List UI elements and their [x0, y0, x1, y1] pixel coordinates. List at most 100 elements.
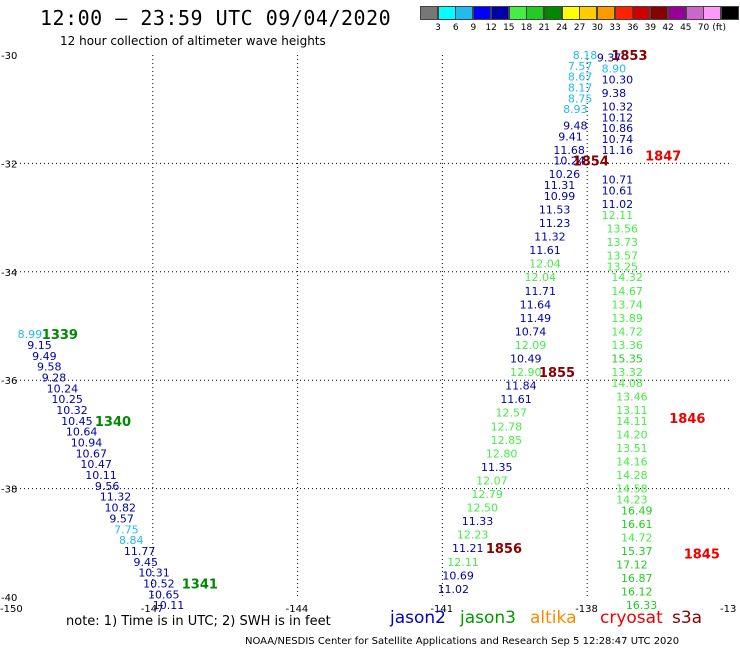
wave-height-value: 14.20: [616, 428, 648, 441]
scale-swatch: [650, 6, 669, 20]
wave-height-value: 11.61: [500, 393, 532, 406]
wave-height-value: 12.11: [602, 209, 634, 222]
wave-height-value: 9.41: [558, 130, 583, 143]
wave-height-value: 11.49: [520, 312, 552, 325]
wave-height-value: 11.32: [100, 491, 132, 504]
x-tick-label: -150: [0, 604, 23, 615]
wave-height-value: 14.16: [616, 456, 648, 469]
wave-height-value: 12.23: [457, 529, 489, 542]
wave-height-value: 10.52: [143, 577, 175, 590]
wave-height-value: 8.93: [563, 103, 588, 116]
y-tick-label: -40: [1, 593, 17, 604]
footer-credit: NOAA/NESDIS Center for Satellite Applica…: [245, 636, 680, 647]
wave-height-value: 8.99: [18, 328, 43, 341]
wave-height-value: 16.33: [626, 599, 658, 612]
wave-height-value: 14.23: [616, 493, 648, 506]
scale-swatch: [561, 6, 580, 20]
wave-height-value: 10.47: [80, 458, 112, 471]
units-note: note: 1) Time is in UTC; 2) SWH is in fe…: [66, 614, 331, 629]
pass-number-label: 1856: [486, 542, 522, 557]
wave-height-value: 8.18: [573, 49, 598, 62]
wave-height-value: 9.28: [42, 371, 67, 384]
wave-height-value: 13.73: [607, 236, 639, 249]
wave-height-value: 9.37: [597, 52, 622, 65]
scale-swatch: [473, 6, 492, 20]
wave-height-value: 12.07: [476, 474, 508, 487]
scale-label: 6: [452, 23, 459, 33]
chart-title: 12:00 – 23:59 UTC 09/04/2020: [40, 6, 392, 30]
wave-height-value: 14.58: [616, 483, 648, 496]
pass-number-label: 1339: [42, 328, 78, 343]
wave-height-value: 13.11: [616, 404, 648, 417]
scale-label: 15: [503, 23, 515, 33]
scale-label: 24: [556, 23, 568, 33]
wave-height-value: 11.16: [602, 144, 634, 157]
wave-height-value: 9.57: [109, 512, 134, 525]
satellite-legend-item: altika: [530, 608, 577, 628]
wave-height-value: 10.25: [51, 393, 83, 406]
wave-height-value: 11.64: [520, 298, 552, 311]
scale-label: 70: [697, 23, 710, 33]
wave-height-value: 8.84: [119, 534, 144, 547]
satellite-legend-item: cryosat: [600, 608, 663, 628]
wave-height-value: 7.75: [114, 523, 139, 536]
y-tick-label: -32: [1, 159, 17, 170]
wave-height-value: 11.71: [524, 285, 556, 298]
scale-swatch: [614, 6, 633, 20]
wave-height-value: 10.32: [56, 404, 87, 417]
wave-height-value: 10.49: [510, 353, 542, 366]
wave-height-value: 12.90: [510, 366, 542, 379]
wave-height-value: 12.79: [471, 488, 503, 501]
wave-height-value: 14.32: [611, 271, 643, 284]
wave-height-value: 13.36: [611, 339, 643, 352]
wave-height-value: 17.12: [616, 558, 648, 571]
wave-height-value: 10.24: [553, 155, 585, 168]
scale-label: 42: [662, 23, 674, 33]
wave-height-value: 11.84: [505, 380, 537, 393]
wave-height-value: 11.32: [534, 231, 566, 244]
wave-height-value: 10.11: [153, 599, 185, 612]
wave-height-value: 10.45: [61, 415, 93, 428]
wave-height-value: 14.72: [621, 531, 653, 544]
pass-number-label: 1845: [684, 548, 720, 563]
wave-height-value: 13.74: [611, 298, 643, 311]
wave-height-value: 10.99: [544, 190, 576, 203]
wave-height-value: 8.17: [568, 82, 593, 95]
pass-number-label: 1340: [95, 415, 131, 430]
x-tick-label: -138: [575, 604, 598, 615]
wave-height-value: 12.57: [495, 407, 527, 420]
wave-height-value: 12.09: [515, 339, 547, 352]
wave-height-value: 13.89: [611, 312, 643, 325]
scale-swatch: [543, 6, 562, 20]
wave-height-value: 10.82: [105, 502, 136, 515]
wave-height-value: 10.26: [549, 168, 581, 181]
wave-height-value: 10.31: [138, 567, 170, 580]
wave-height-value: 8.75: [568, 92, 593, 105]
wave-height-value: 13.56: [607, 222, 639, 235]
wave-height-value: 11.53: [539, 203, 571, 216]
scale-label: 36: [626, 23, 639, 33]
wave-height-value: 10.71: [602, 174, 634, 187]
wave-height-value: 13.46: [616, 390, 648, 403]
scale-label: 45: [680, 23, 692, 33]
y-tick-label: -30: [1, 51, 17, 62]
wave-height-value: 13.32: [611, 366, 643, 379]
wave-height-value: 12.50: [467, 502, 499, 515]
wave-height-value: 10.65: [148, 588, 180, 601]
wave-height-value: 12.04: [524, 271, 556, 284]
pass-number-label: 1855: [539, 366, 575, 381]
wave-height-value: 12.11: [447, 556, 479, 569]
scale-swatch: [597, 6, 615, 20]
wave-height-value: 10.32: [602, 100, 634, 113]
wave-height-value: 13.51: [616, 442, 648, 455]
scale-swatch: [437, 6, 456, 20]
pass-number-label: 1341: [182, 577, 218, 592]
pass-number-label: 1854: [573, 155, 609, 170]
scale-swatch: [526, 6, 545, 20]
wave-height-value: 9.49: [32, 350, 57, 363]
wave-height-value: 12.85: [491, 434, 522, 447]
wave-height-value: 10.30: [602, 73, 634, 86]
x-tick-label: -147: [141, 604, 164, 615]
y-tick-label: -38: [1, 485, 17, 496]
